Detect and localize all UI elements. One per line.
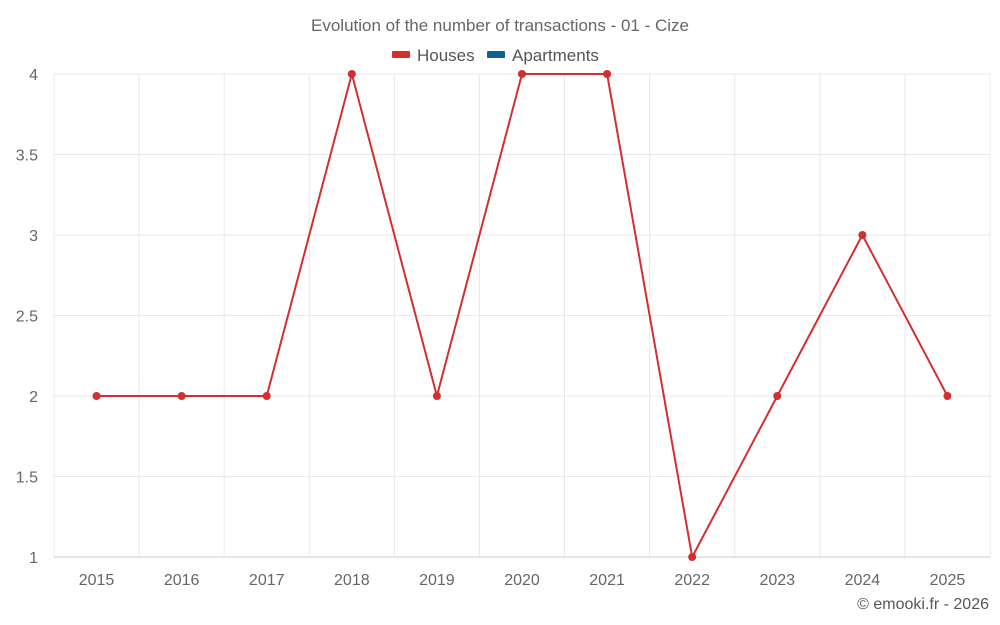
data-point[interactable] xyxy=(943,392,952,400)
legend: Houses Apartments xyxy=(392,46,599,65)
legend-item-houses[interactable]: Houses xyxy=(392,46,475,65)
x-tick-label: 2017 xyxy=(249,572,285,589)
y-tick-label: 3 xyxy=(29,228,38,245)
y-tick-label: 1.5 xyxy=(16,470,38,487)
legend-label-apartments: Apartments xyxy=(512,46,599,65)
x-tick-label: 2022 xyxy=(674,572,710,589)
data-point[interactable] xyxy=(518,70,526,78)
y-tick-label: 2 xyxy=(29,389,38,406)
data-point[interactable] xyxy=(688,553,697,561)
chart-title: Evolution of the number of transactions … xyxy=(311,16,689,35)
x-tick-label: 2018 xyxy=(334,572,370,589)
x-tick-label: 2025 xyxy=(930,572,966,589)
y-tick-label: 2.5 xyxy=(16,309,38,326)
y-tick-label: 3.5 xyxy=(16,148,38,165)
x-tick-label: 2020 xyxy=(504,572,540,589)
x-tick-label: 2016 xyxy=(164,572,200,589)
x-tick-label: 2021 xyxy=(589,572,625,589)
data-point[interactable] xyxy=(858,231,867,239)
data-point[interactable] xyxy=(347,70,356,78)
data-point[interactable] xyxy=(603,70,612,78)
data-point[interactable] xyxy=(177,392,186,400)
data-point[interactable] xyxy=(262,392,271,400)
x-tick-label: 2015 xyxy=(79,572,115,589)
x-tick-label: 2023 xyxy=(759,572,795,589)
legend-swatch-apartments xyxy=(487,51,505,58)
series xyxy=(92,70,952,561)
y-tick-label: 1 xyxy=(29,550,38,567)
data-point[interactable] xyxy=(432,392,441,400)
x-axis-ticks: 2015 2016 2017 2018 2019 2020 2021 2022 2023 2024… xyxy=(79,572,966,589)
x-tick-label: 2024 xyxy=(845,572,881,589)
y-tick-label: 4 xyxy=(29,67,38,84)
credit: © emooki.fr - 2026 xyxy=(857,596,989,613)
legend-label-houses: Houses xyxy=(417,46,475,65)
y-axis-ticks: 1 1.5 2 2.5 3 3.5 4 xyxy=(16,67,38,567)
grid xyxy=(53,73,991,558)
x-tick-label: 2019 xyxy=(419,572,455,589)
data-point[interactable] xyxy=(773,392,782,400)
data-point[interactable] xyxy=(92,392,101,400)
legend-swatch-houses xyxy=(392,51,410,58)
legend-item-apartments[interactable]: Apartments xyxy=(487,46,599,65)
